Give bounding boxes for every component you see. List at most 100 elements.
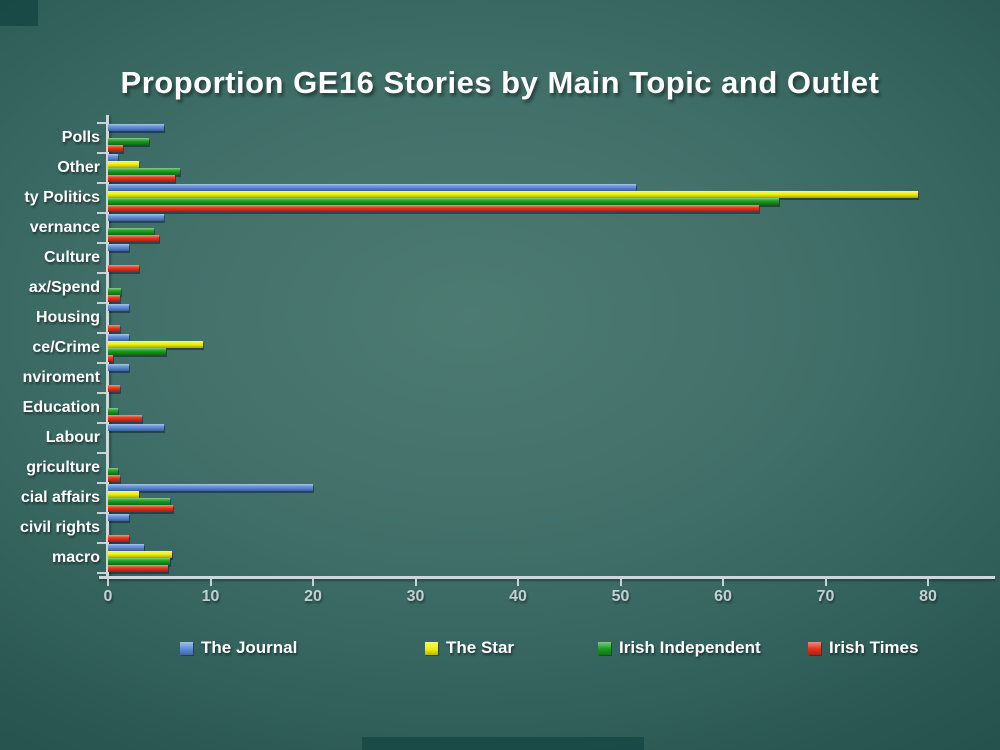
category-label-macro: macro [51, 549, 100, 566]
x-axis-label-40: 40 [509, 588, 527, 605]
category-label-other: Other [57, 159, 100, 176]
category-label-culture: Culture [44, 249, 100, 266]
legend-swatch-the-star [425, 641, 438, 655]
bar-irish-independent-ty-politics [108, 198, 779, 205]
y-axis-tick [97, 122, 106, 124]
y-axis-tick [97, 482, 106, 484]
bottom-shade [362, 737, 644, 750]
x-axis-label-70: 70 [816, 588, 835, 605]
bar-the-journal-other [108, 154, 118, 161]
x-axis-label-30: 30 [406, 588, 425, 605]
category-label-education: Education [22, 399, 100, 416]
x-axis-tick [517, 579, 519, 586]
category-label-ty-politics: ty Politics [24, 189, 100, 206]
bar-irish-independent-vernance [108, 228, 154, 235]
bar-irish-independent-other [108, 168, 180, 175]
x-axis-tick [927, 579, 929, 586]
x-axis-tick [312, 579, 314, 586]
bar-irish-independent-ce-crime [108, 348, 166, 355]
legend-swatch-the-journal [180, 641, 193, 655]
bar-irish-independent-cial-affairs [108, 498, 170, 505]
bar-the-journal-labour [108, 424, 164, 431]
bar-irish-times-other [108, 175, 175, 182]
bar-irish-times-education [108, 415, 142, 422]
category-label-ce-crime: ce/Crime [32, 339, 100, 356]
category-label-civil-rights: civil rights [19, 519, 100, 536]
category-label-polls: Polls [61, 129, 100, 146]
bar-the-journal-vernance [108, 214, 164, 221]
category-label-nviroment: nviroment [22, 369, 100, 386]
x-axis-tick [209, 579, 212, 586]
category-label-griculture: griculture [26, 459, 100, 476]
bar-irish-times-nviroment [108, 385, 120, 392]
bar-the-star-cial-affairs [108, 491, 139, 498]
legend-item-the-star: The Star [425, 638, 514, 658]
bar-irish-times-griculture [108, 475, 120, 482]
legend-swatch-irish-times [808, 641, 821, 655]
category-label-cial-affairs: cial affairs [20, 489, 100, 506]
x-axis-line [99, 576, 995, 579]
y-axis-tick [97, 452, 106, 454]
bar-the-journal-culture [108, 244, 129, 251]
y-axis-tick [97, 422, 106, 424]
bar-the-journal-cial-affairs [108, 484, 313, 491]
bar-irish-times-culture [108, 265, 139, 272]
x-axis-label-50: 50 [611, 588, 630, 605]
y-axis-tick [97, 272, 106, 274]
x-axis-label-0: 0 [103, 588, 113, 605]
x-axis-label-10: 10 [201, 588, 220, 605]
bar-irish-times-ty-politics [108, 205, 759, 212]
bar-irish-times-cial-affairs [108, 505, 173, 512]
y-axis-tick [97, 182, 106, 184]
bar-the-journal-ce-crime [108, 334, 129, 341]
y-axis-tick [97, 572, 106, 574]
corner-shade [0, 0, 38, 26]
bar-the-journal-macro [108, 544, 144, 551]
x-axis-tick [107, 579, 109, 586]
x-axis-label-60: 60 [714, 588, 732, 605]
bar-irish-times-ax-spend [108, 295, 120, 302]
bar-irish-independent-macro [108, 558, 170, 565]
legend-label-irish-times: Irish Times [829, 638, 919, 657]
category-label-housing: Housing [36, 309, 100, 326]
y-axis-tick [97, 212, 106, 214]
category-label-labour: Labour [45, 429, 100, 446]
y-axis-tick [97, 512, 106, 514]
bar-irish-independent-ax-spend [108, 288, 121, 295]
category-label-vernance: vernance [29, 219, 100, 236]
chart-title: Proportion GE16 Stories by Main Topic an… [120, 64, 880, 100]
bar-irish-times-housing [108, 325, 120, 332]
legend-item-irish-times: Irish Times [808, 638, 918, 658]
bar-irish-times-macro [108, 565, 168, 572]
bar-irish-times-polls [108, 145, 123, 152]
y-axis-tick [97, 242, 106, 244]
bar-the-star-macro [108, 551, 172, 558]
x-axis-tick [414, 579, 417, 586]
bar-the-journal-housing [108, 304, 129, 311]
y-axis-tick [97, 362, 106, 364]
bar-the-star-ce-crime [108, 341, 203, 348]
legend-item-the-journal: The Journal [180, 638, 297, 658]
y-axis-tick [97, 302, 106, 304]
x-axis-tick [824, 579, 827, 586]
legend-swatch-irish-independent [598, 641, 611, 655]
y-axis-tick [97, 542, 106, 544]
legend-label-irish-independent: Irish Independent [619, 638, 761, 657]
bar-the-journal-civil-rights [108, 514, 129, 521]
bar-irish-independent-polls [108, 138, 149, 145]
x-axis-tick [722, 579, 724, 586]
bar-the-journal-nviroment [108, 364, 129, 371]
bar-irish-independent-education [108, 408, 118, 415]
bar-irish-independent-griculture [108, 468, 118, 475]
y-axis-tick [97, 332, 106, 334]
bar-irish-times-ce-crime [108, 355, 113, 362]
bar-the-star-other [108, 161, 139, 168]
bar-the-journal-polls [108, 124, 164, 131]
bar-the-journal-ty-politics [108, 184, 636, 191]
legend-label-the-star: The Star [446, 638, 515, 657]
bar-irish-times-civil-rights [108, 535, 129, 542]
y-axis-line [106, 115, 109, 578]
legend-label-the-journal: The Journal [201, 638, 298, 657]
y-axis-tick [97, 392, 106, 394]
